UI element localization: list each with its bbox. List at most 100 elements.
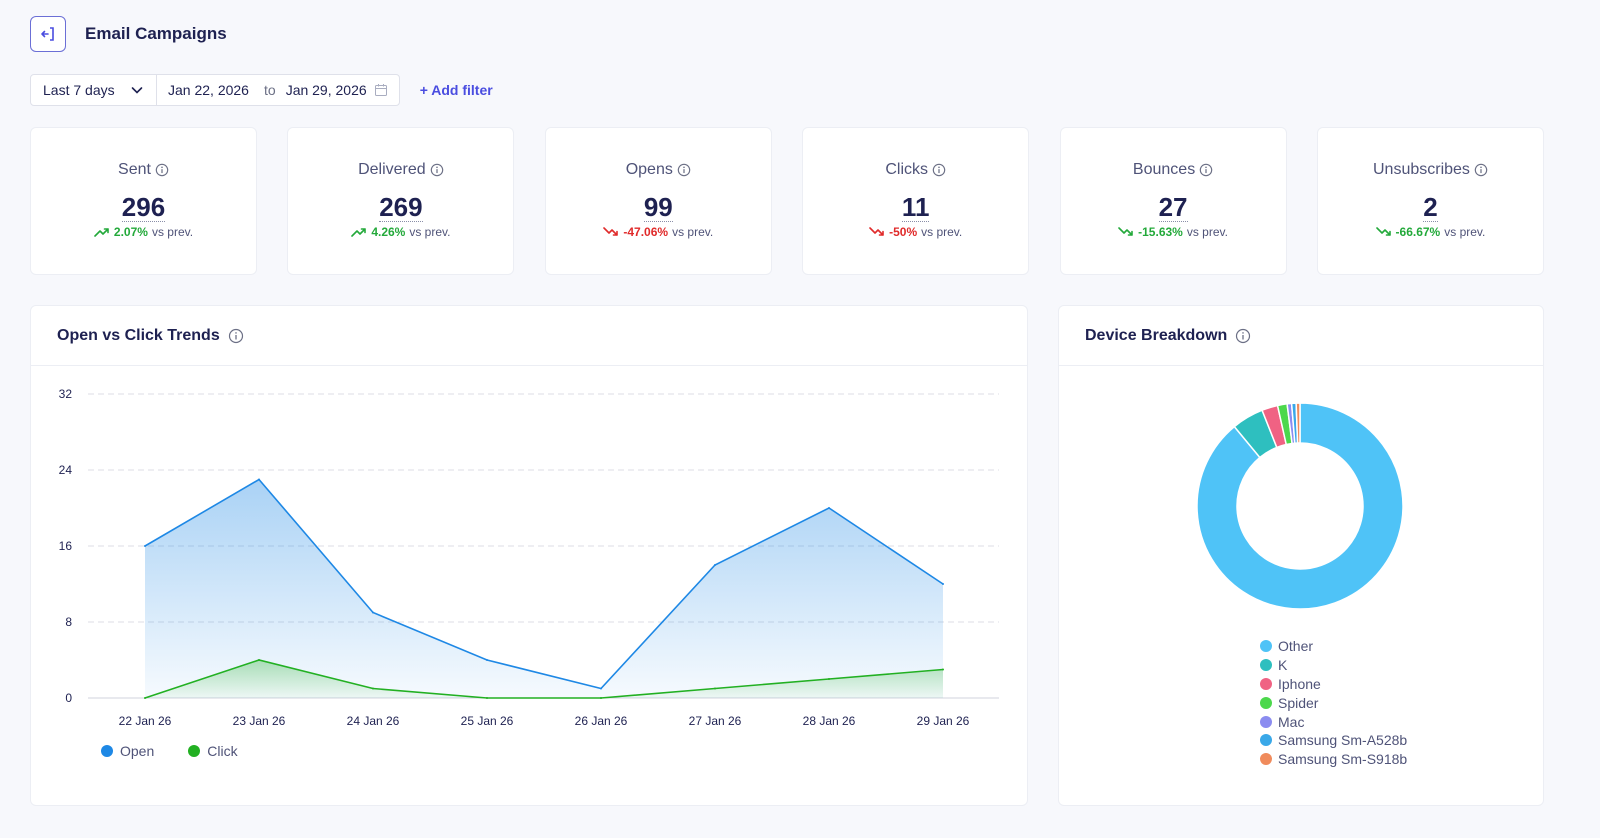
series-line-open bbox=[144, 478, 944, 690]
series-area-open bbox=[145, 479, 943, 698]
device-panel-title: Device Breakdown bbox=[1085, 326, 1228, 344]
metric-change-vs: vs prev. bbox=[1444, 225, 1486, 239]
trend-legend: Open Click bbox=[101, 743, 238, 759]
metric-change-percent: 2.07% bbox=[113, 225, 148, 239]
to-label: to bbox=[264, 82, 276, 98]
legend-dot bbox=[1260, 640, 1272, 653]
start-date-input[interactable] bbox=[168, 82, 254, 98]
metric-card-sent: Sent 296 2.07% vs prev. bbox=[30, 127, 257, 275]
legend-item-click[interactable]: Click bbox=[188, 743, 238, 759]
metric-label-text: Unsubscribes bbox=[1372, 161, 1470, 178]
info-icon[interactable] bbox=[1235, 328, 1251, 344]
x-tick-label: 22 Jan 26 bbox=[119, 714, 172, 728]
info-icon[interactable] bbox=[155, 163, 169, 177]
series-line-click bbox=[144, 659, 944, 699]
trend-panel: Open vs Click Trends 0 8 16 24 32 22 Jan 26 23… bbox=[30, 305, 1028, 806]
data-point-open bbox=[942, 583, 944, 585]
info-icon[interactable] bbox=[677, 163, 691, 177]
end-date-input[interactable] bbox=[285, 82, 372, 98]
trend-down-icon bbox=[1118, 227, 1133, 236]
metric-change-vs: vs prev. bbox=[921, 225, 963, 239]
series-area-click bbox=[145, 660, 943, 698]
metric-label-text: Delivered bbox=[358, 161, 426, 178]
data-point-open bbox=[714, 564, 716, 566]
legend-dot bbox=[101, 745, 113, 757]
x-tick-label: 24 Jan 26 bbox=[347, 714, 400, 728]
metric-value: 2 bbox=[1423, 192, 1438, 222]
metric-label: Delivered bbox=[358, 161, 444, 179]
metric-change-percent: 4.26% bbox=[371, 225, 406, 239]
metric-change: -66.67% vs prev. bbox=[1318, 225, 1543, 239]
calendar-icon[interactable] bbox=[374, 83, 388, 97]
metric-label-text: Bounces bbox=[1132, 161, 1196, 178]
info-icon[interactable] bbox=[228, 328, 244, 344]
legend-item-spider[interactable]: Spider bbox=[1260, 693, 1407, 712]
y-tick-label: 24 bbox=[59, 463, 73, 477]
trend-chart: 0 8 16 24 32 22 Jan 26 23 Jan 26 24 Jan 26 25 Ja… bbox=[59, 387, 999, 728]
metric-change-percent: -47.06% bbox=[623, 225, 669, 239]
legend-label: K bbox=[1278, 657, 1288, 674]
metric-change: 4.26% vs prev. bbox=[288, 225, 513, 239]
data-point-click bbox=[258, 659, 260, 661]
metric-value: 11 bbox=[901, 192, 930, 222]
data-point-open bbox=[828, 507, 830, 509]
metric-card-delivered: Delivered 269 4.26% vs prev. bbox=[287, 127, 515, 275]
trend-panel-title: Open vs Click Trends bbox=[57, 326, 220, 344]
chevron-down-icon bbox=[131, 87, 143, 94]
legend-label: Open bbox=[120, 743, 155, 759]
filter-row: Last 7 days to + Add filter bbox=[30, 74, 493, 106]
legend-item-open[interactable]: Open bbox=[101, 743, 154, 759]
metric-label-text: Sent bbox=[118, 161, 151, 178]
trend-up-icon bbox=[351, 228, 367, 237]
metric-label: Clicks bbox=[885, 161, 946, 179]
metric-value: 269 bbox=[379, 192, 423, 222]
range-select[interactable]: Last 7 days bbox=[31, 75, 157, 105]
legend-label: Samsung Sm-S918b bbox=[1278, 751, 1408, 768]
legend-item-k[interactable]: K bbox=[1260, 656, 1407, 675]
metric-change: -50% vs prev. bbox=[803, 225, 1028, 239]
legend-label: Click bbox=[207, 743, 238, 759]
x-tick-label: 29 Jan 26 bbox=[917, 714, 970, 728]
donut-slice-other bbox=[1196, 402, 1404, 610]
legend-label: Other bbox=[1278, 638, 1314, 655]
metric-label: Opens bbox=[626, 161, 691, 179]
back-button[interactable] bbox=[30, 16, 66, 52]
donut-slice-samsung-sm-s918b bbox=[1295, 402, 1301, 444]
x-tick-label: 23 Jan 26 bbox=[233, 714, 286, 728]
y-tick-label: 32 bbox=[59, 387, 73, 401]
legend-item-mac[interactable]: Mac bbox=[1260, 712, 1407, 731]
metric-label: Bounces bbox=[1133, 161, 1213, 179]
data-point-open bbox=[600, 687, 602, 690]
metric-label: Sent bbox=[118, 161, 169, 179]
metric-change-vs: vs prev. bbox=[672, 225, 714, 239]
data-point-click bbox=[372, 687, 374, 690]
data-point-click bbox=[144, 697, 146, 699]
device-panel-header: Device Breakdown bbox=[1059, 306, 1543, 366]
metric-label-text: Opens bbox=[625, 161, 673, 178]
metric-value: 296 bbox=[121, 192, 166, 222]
metric-card-unsubscribes: Unsubscribes 2 -66.67% vs prev. bbox=[1316, 127, 1544, 275]
info-icon[interactable] bbox=[1199, 163, 1213, 177]
add-filter-button[interactable]: + Add filter bbox=[419, 82, 493, 98]
legend-item-iphone[interactable]: Iphone bbox=[1260, 675, 1407, 694]
legend-item-samsung-sm-a528b[interactable]: Samsung Sm-A528b bbox=[1260, 731, 1407, 750]
legend-dot bbox=[1260, 696, 1272, 709]
metric-card-bounces: Bounces 27 -15.63% vs prev. bbox=[1059, 127, 1287, 275]
legend-item-other[interactable]: Other bbox=[1260, 637, 1407, 656]
legend-dot bbox=[1260, 715, 1272, 728]
info-icon[interactable] bbox=[430, 163, 444, 177]
data-point-click bbox=[828, 678, 830, 680]
legend-dot bbox=[1260, 734, 1272, 747]
metric-change-percent: -50% bbox=[889, 225, 918, 239]
trend-panel-header: Open vs Click Trends bbox=[31, 306, 1027, 366]
trend-up-icon bbox=[94, 228, 109, 237]
trend-down-icon bbox=[1375, 227, 1391, 236]
metric-card-clicks: Clicks 11 -50% vs prev. bbox=[802, 127, 1030, 275]
legend-item-samsung-sm-s918b[interactable]: Samsung Sm-S918b bbox=[1260, 750, 1407, 769]
back-arrow-icon bbox=[41, 27, 54, 41]
x-tick-label: 25 Jan 26 bbox=[461, 714, 514, 728]
legend-label: Iphone bbox=[1278, 675, 1321, 692]
info-icon[interactable] bbox=[932, 163, 946, 177]
metric-change-vs: vs prev. bbox=[409, 225, 451, 239]
info-icon[interactable] bbox=[1474, 163, 1488, 177]
